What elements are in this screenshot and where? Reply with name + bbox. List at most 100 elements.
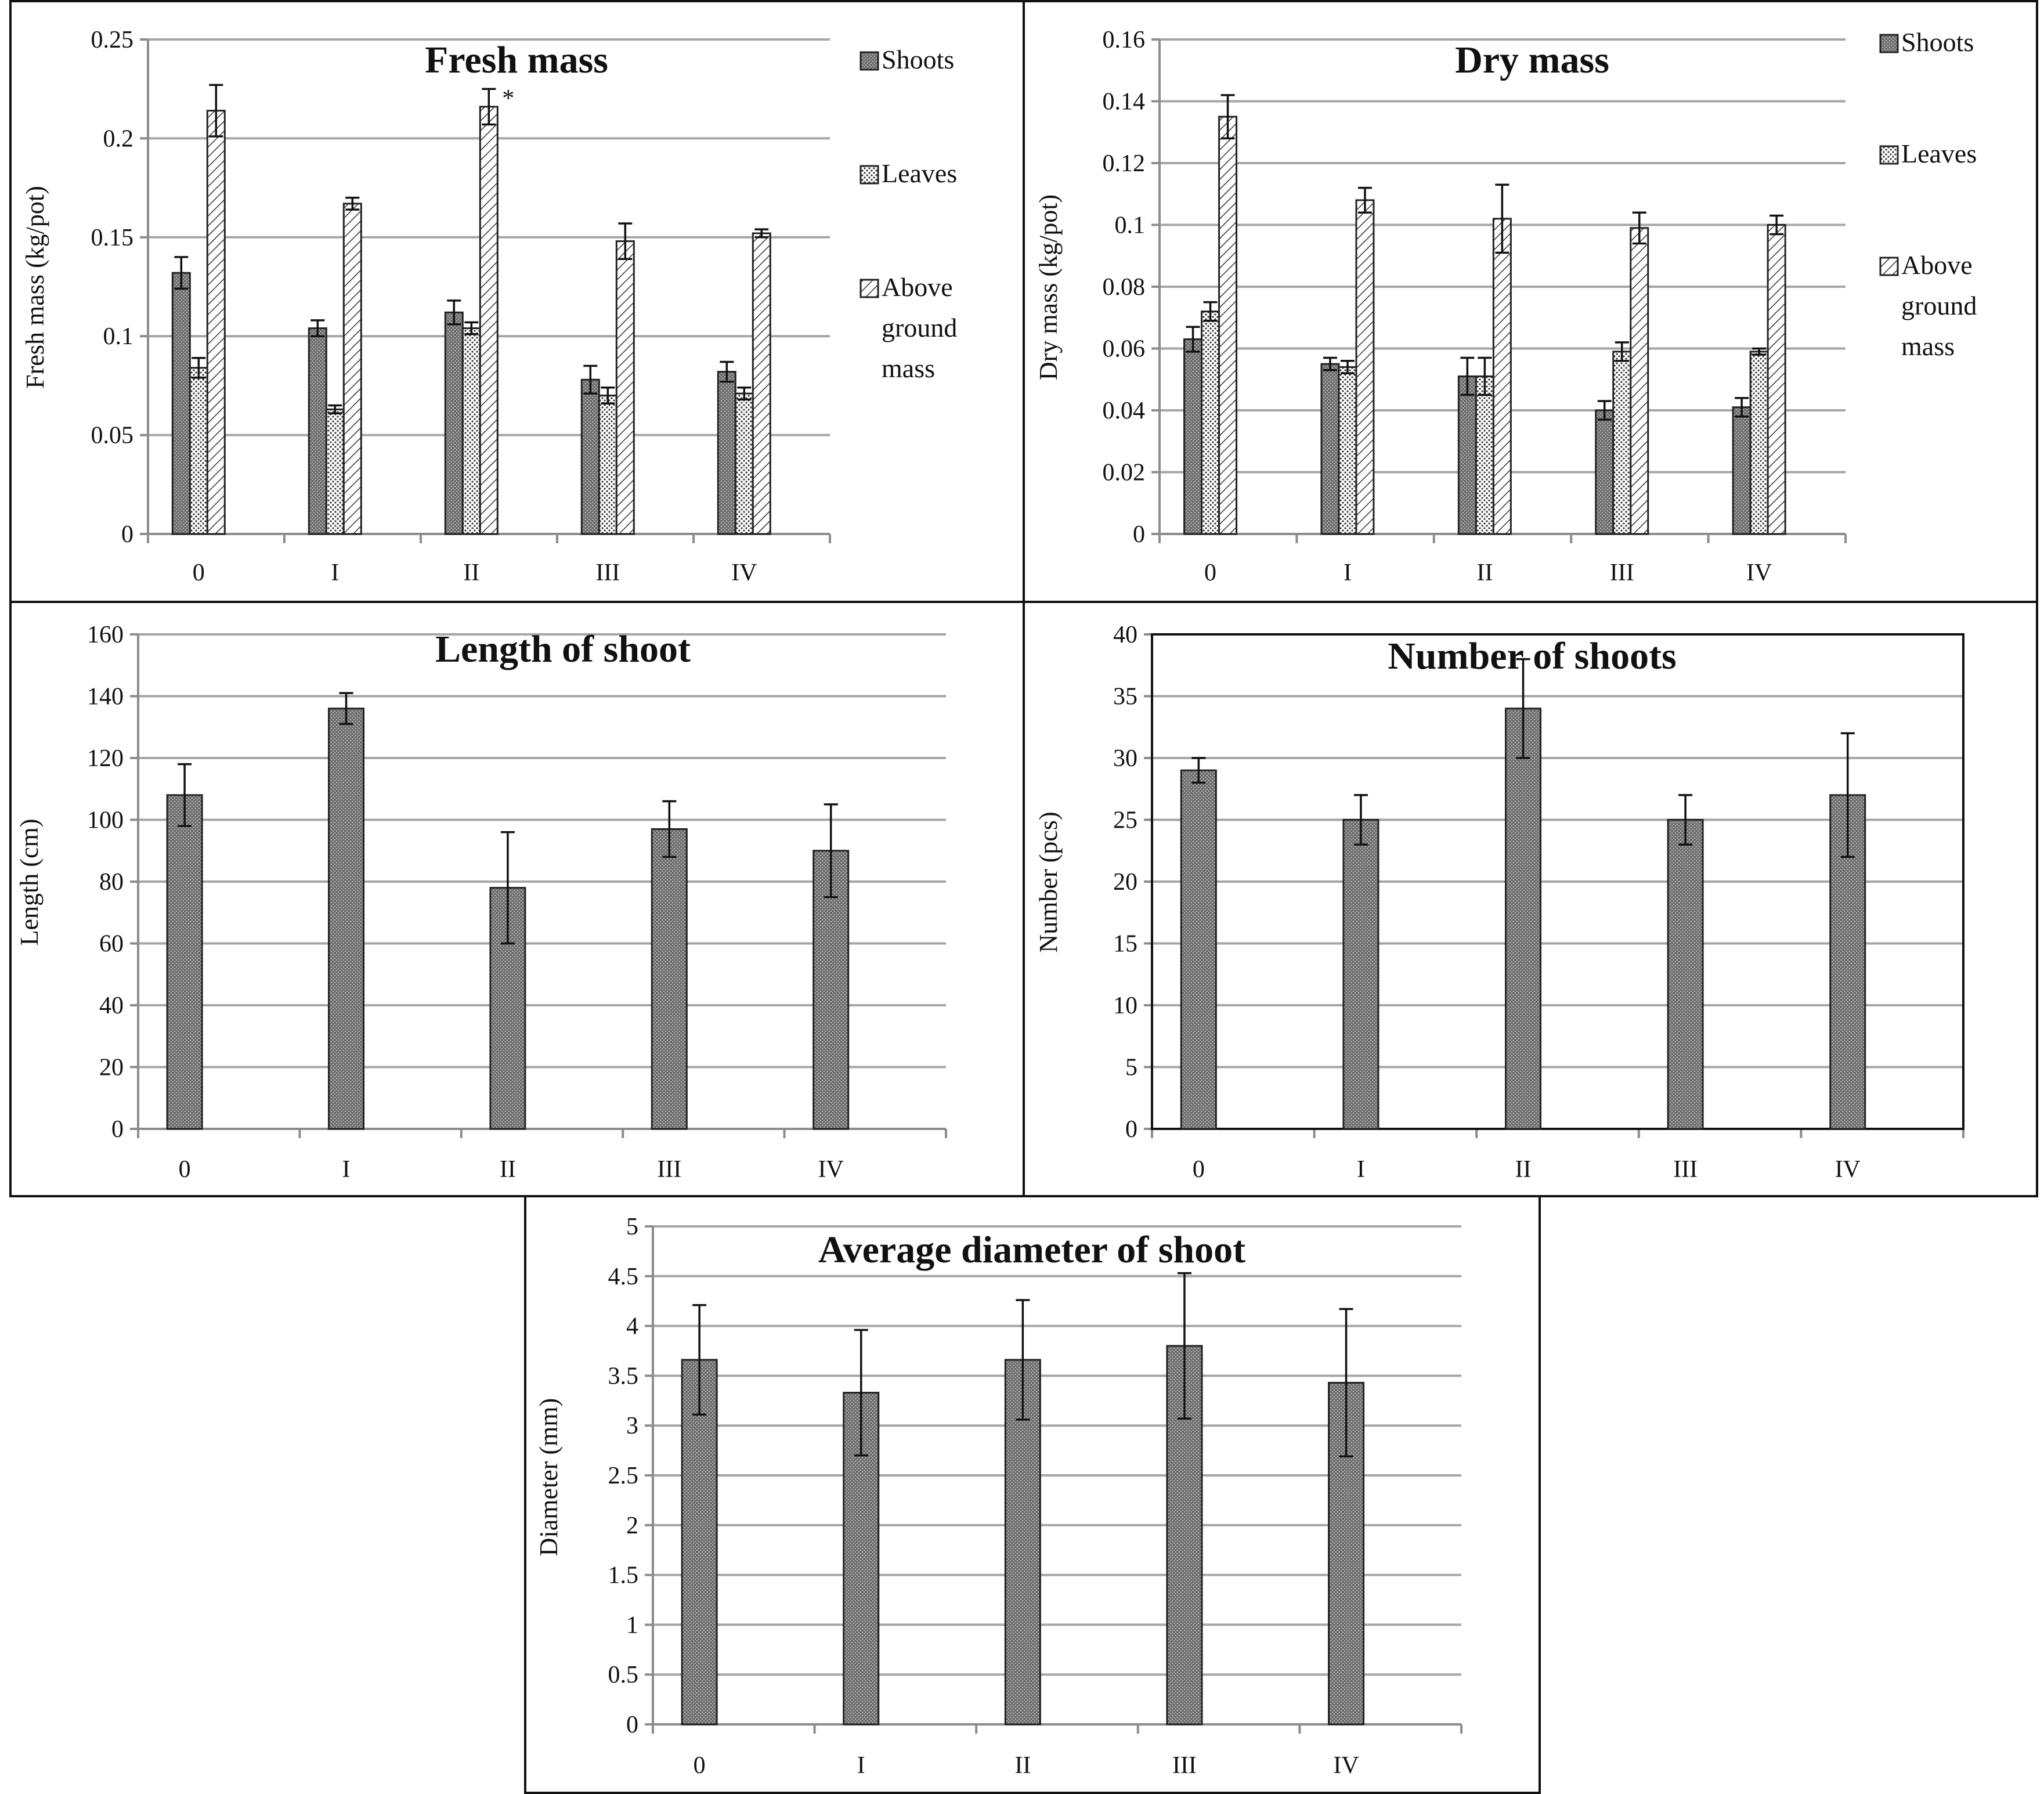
y-axis-label: Fresh mass (kg/pot)	[21, 186, 49, 389]
bar-shoots-0	[171, 272, 191, 535]
y-tick-label: 0.06	[1103, 336, 1146, 363]
y-axis-label: Number (pcs)	[1034, 811, 1063, 952]
x-tick-label: 0	[1204, 560, 1216, 586]
bar-above-ground-mass-iii	[615, 240, 635, 535]
x-tick-label: II	[500, 1156, 516, 1183]
y-tick-label: 100	[87, 807, 124, 834]
y-tick-label: 160	[87, 622, 124, 648]
bar-above-ground-mass-iv	[1767, 224, 1786, 535]
bar-above-ground-mass-ii	[1492, 218, 1512, 535]
y-tick-label: 1	[626, 1612, 638, 1638]
x-tick-label: I	[1344, 560, 1352, 586]
bar-above-ground-mass-iv	[752, 232, 771, 535]
y-tick-label: 20	[1113, 869, 1137, 896]
x-tick-label: IV	[818, 1156, 844, 1183]
legend-swatch-shoots	[860, 51, 879, 71]
x-tick-label: IV	[1746, 560, 1772, 586]
y-tick-label: 0.12	[1103, 150, 1146, 177]
bar-shoots-ii	[1457, 375, 1477, 535]
bar-shoots-0	[1183, 338, 1203, 535]
x-tick-label: IV	[731, 560, 757, 586]
bar-leaves-iv	[1749, 351, 1769, 535]
y-tick-label: 3.5	[608, 1363, 639, 1389]
bar-length-iii	[651, 828, 688, 1130]
x-tick-label: III	[1610, 560, 1634, 586]
y-tick-label: 0	[121, 521, 133, 548]
bar-shoots-iv	[717, 371, 736, 535]
y-tick-label: 5	[626, 1214, 638, 1240]
y-tick-label: 4.5	[608, 1264, 639, 1290]
bar-number-0	[1180, 769, 1217, 1130]
y-tick-label: 2.5	[608, 1463, 639, 1489]
y-tick-label: 20	[99, 1055, 124, 1081]
y-tick-label: 0	[1125, 1116, 1137, 1143]
y-tick-label: 0.25	[91, 27, 134, 53]
y-tick-label: 0.16	[1103, 27, 1146, 53]
y-tick-label: 35	[1113, 684, 1137, 710]
y-tick-label: 0.2	[103, 125, 134, 152]
legend-swatch-above-ground-mass	[860, 279, 879, 298]
bar-leaves-i	[1338, 366, 1357, 535]
bar-above-ground-mass-0	[206, 110, 226, 535]
legend-label-above-ground-mass-line: Above	[1901, 250, 1973, 280]
x-tick-label: I	[342, 1156, 351, 1183]
bar-shoots-iv	[1732, 406, 1752, 535]
legend-label-leaves: Leaves	[882, 158, 957, 188]
bar-above-ground-mass-i	[1355, 199, 1375, 535]
x-tick-label: IV	[1333, 1752, 1359, 1779]
bar-number-iii	[1667, 819, 1704, 1130]
bar-leaves-i	[325, 408, 345, 535]
y-tick-label: 0.1	[1115, 212, 1146, 239]
legend-swatch-shoots	[1879, 34, 1899, 53]
y-tick-label: 60	[99, 931, 124, 958]
y-axis-label: Dry mass (kg/pot)	[1034, 194, 1063, 380]
y-tick-label: 40	[1113, 622, 1137, 648]
bar-leaves-0	[1201, 311, 1220, 535]
x-tick-label: I	[331, 560, 339, 586]
panel-frame-average-diameter	[524, 1195, 1541, 1794]
legend-swatch-above-ground-mass	[1879, 257, 1899, 276]
panel-frame-dry-mass	[1023, 0, 2038, 603]
y-tick-label: 0	[626, 1712, 638, 1738]
y-tick-label: 0.05	[91, 423, 134, 449]
y-tick-label: 0.1	[103, 323, 134, 350]
x-tick-label: II	[1476, 560, 1493, 586]
legend-label-shoots: Shoots	[882, 45, 954, 74]
x-tick-label: IV	[1835, 1156, 1861, 1183]
bar-leaves-ii	[1475, 375, 1494, 535]
bar-shoots-ii	[444, 311, 464, 535]
y-tick-label: 1.5	[608, 1562, 639, 1589]
y-tick-label: 80	[99, 869, 124, 896]
y-tick-label: 140	[87, 684, 124, 710]
legend-swatch-leaves	[860, 165, 879, 185]
y-tick-label: 0	[1133, 521, 1145, 548]
bar-leaves-iv	[734, 392, 754, 535]
y-tick-label: 0.5	[608, 1662, 639, 1688]
x-tick-label: III	[1172, 1752, 1197, 1779]
chart-title: Number of shoots	[1388, 635, 1676, 677]
bar-leaves-iii	[1612, 351, 1632, 535]
x-tick-label: 0	[1193, 1156, 1205, 1183]
y-tick-label: 0.15	[91, 225, 134, 251]
y-tick-label: 0	[111, 1116, 124, 1143]
y-tick-label: 0.14	[1103, 89, 1146, 115]
bar-above-ground-mass-ii	[479, 106, 499, 535]
y-tick-label: 0.02	[1103, 460, 1146, 486]
legend-label-above-ground-mass-line: mass	[1901, 331, 1955, 361]
y-tick-label: 2	[626, 1513, 638, 1539]
bar-number-ii	[1505, 708, 1542, 1130]
bar-above-ground-mass-0	[1218, 115, 1238, 535]
bar-leaves-iii	[598, 394, 617, 535]
x-tick-label: I	[857, 1752, 865, 1779]
plot-area-border	[1151, 633, 1964, 1130]
y-tick-label: 5	[1125, 1055, 1137, 1081]
chart-title: Fresh mass	[425, 39, 608, 81]
bar-shoots-i	[1320, 363, 1340, 535]
x-tick-label: III	[595, 560, 620, 586]
bar-diameter-0	[681, 1359, 718, 1726]
y-tick-label: 10	[1113, 992, 1137, 1019]
